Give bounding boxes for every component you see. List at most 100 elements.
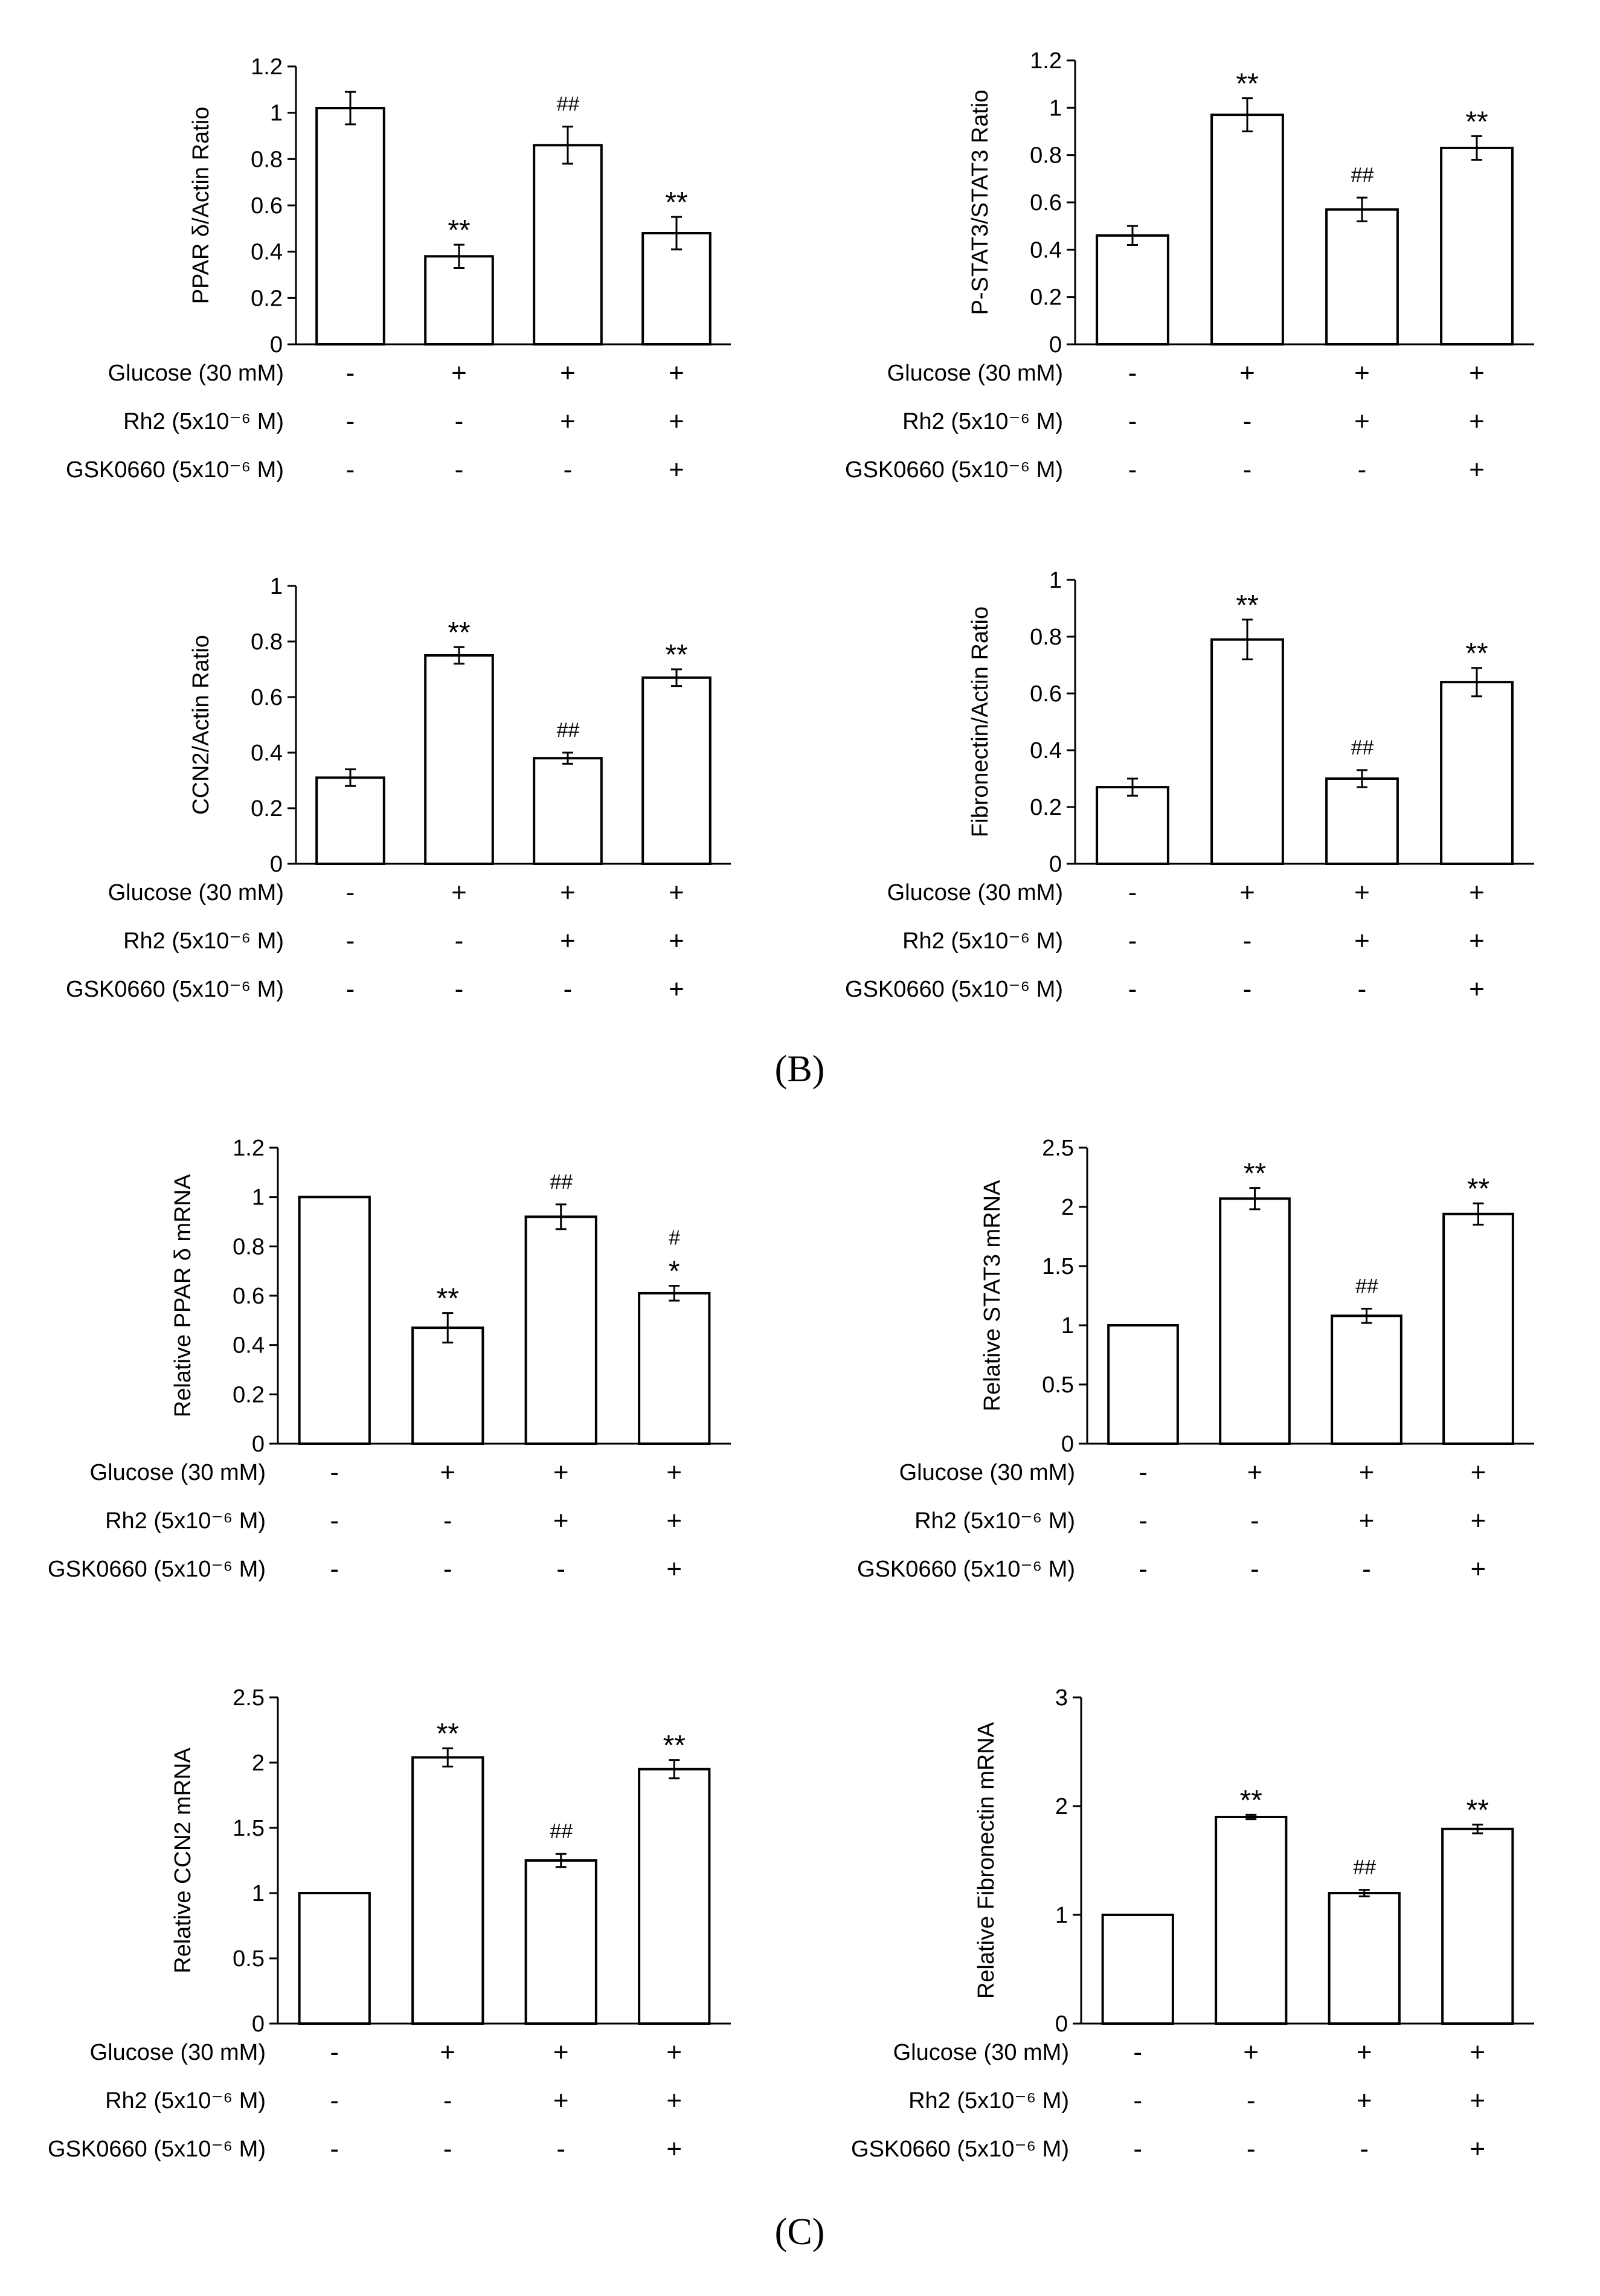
- bar: [641, 676, 712, 866]
- y-tick-label: 1: [1061, 1313, 1074, 1339]
- condition-sign: +: [1470, 2037, 1485, 2067]
- condition-sign: +: [1471, 1506, 1486, 1535]
- condition-sign: -: [556, 1554, 565, 1584]
- condition-sign: -: [1128, 407, 1137, 436]
- condition-label: Rh2 (5x10⁻⁶ M): [914, 1508, 1075, 1534]
- condition-sign: -: [1128, 455, 1137, 484]
- condition-sign: +: [669, 358, 684, 388]
- condition-sign: +: [1354, 926, 1370, 956]
- y-tick-label: 2: [1055, 1794, 1068, 1819]
- condition-label: GSK0660 (5x10⁻⁶ M): [48, 2137, 266, 2162]
- condition-sign: +: [666, 2134, 682, 2164]
- condition-sign: +: [1359, 1506, 1375, 1535]
- condition-sign: +: [553, 2086, 569, 2115]
- significance-star: **: [1240, 1784, 1262, 1816]
- y-tick-label: 0: [252, 1432, 265, 1457]
- condition-sign: +: [1469, 974, 1485, 1004]
- condition-label: Rh2 (5x10⁻⁶ M): [105, 1508, 266, 1534]
- condition-sign: -: [1133, 2134, 1142, 2164]
- condition-sign: -: [346, 455, 355, 484]
- condition-sign: +: [560, 407, 576, 436]
- bar: [298, 1892, 371, 2025]
- condition-sign: +: [1239, 358, 1255, 388]
- condition-sign: +: [1247, 1458, 1263, 1487]
- significance-hash: ##: [1351, 164, 1374, 187]
- y-axis-label: Relative STAT3 mRNA: [980, 1180, 1005, 1412]
- condition-label: Glucose (30 mM): [887, 880, 1063, 905]
- condition-sign: +: [560, 358, 576, 388]
- significance-star: *: [669, 1256, 680, 1288]
- condition-sign: +: [1239, 878, 1255, 907]
- condition-sign: -: [564, 455, 573, 484]
- condition-sign: +: [666, 2037, 682, 2067]
- y-tick-label: 0.6: [1030, 681, 1062, 707]
- significance-star: **: [448, 617, 470, 649]
- y-tick-label: 1.2: [1030, 48, 1062, 74]
- y-tick-label: 0: [1061, 1432, 1074, 1457]
- condition-sign: -: [443, 1506, 452, 1535]
- condition-sign: -: [556, 2134, 565, 2164]
- condition-sign: +: [1357, 2037, 1372, 2067]
- condition-label: Rh2 (5x10⁻⁶ M): [123, 409, 284, 434]
- bar: [424, 255, 494, 346]
- condition-label: Glucose (30 mM): [887, 361, 1063, 386]
- y-tick-label: 0.6: [233, 1284, 265, 1309]
- condition-sign: -: [1133, 2037, 1142, 2067]
- y-tick-label: 0.4: [251, 741, 283, 766]
- condition-sign: +: [669, 455, 684, 484]
- y-tick-label: 0.5: [233, 1946, 265, 1972]
- condition-label: Rh2 (5x10⁻⁶ M): [123, 928, 284, 954]
- condition-sign: +: [666, 1458, 682, 1487]
- bar: [1440, 146, 1514, 346]
- significance-hash: ##: [550, 1171, 573, 1194]
- condition-sign: -: [1362, 1554, 1371, 1584]
- y-tick-label: 0.4: [233, 1333, 265, 1359]
- condition-label: GSK0660 (5x10⁻⁶ M): [66, 457, 284, 483]
- y-tick-label: 0.2: [1030, 285, 1062, 310]
- y-tick-label: 0: [1055, 2011, 1068, 2037]
- y-tick-label: 1: [1049, 95, 1062, 121]
- significance-hash: ##: [556, 93, 580, 116]
- bar: [638, 1767, 711, 2025]
- condition-sign: +: [1354, 878, 1370, 907]
- condition-sign: -: [330, 2134, 339, 2164]
- bar: [411, 1326, 484, 1445]
- y-tick-label: 0.8: [251, 629, 283, 655]
- y-tick-label: 0.6: [1030, 190, 1062, 216]
- condition-sign: -: [455, 455, 464, 484]
- y-tick-label: 1: [1049, 568, 1062, 593]
- condition-sign: +: [451, 358, 467, 388]
- condition-sign: -: [1243, 926, 1252, 956]
- condition-sign: -: [455, 974, 464, 1004]
- condition-sign: +: [1469, 358, 1485, 388]
- condition-sign: +: [451, 878, 467, 907]
- condition-sign: +: [1354, 407, 1370, 436]
- y-tick-label: 0.4: [251, 240, 283, 265]
- bar: [298, 1195, 371, 1445]
- bar: [1101, 1914, 1174, 2025]
- y-tick-label: 1: [252, 1881, 265, 1906]
- condition-sign: +: [669, 407, 684, 436]
- condition-sign: -: [1360, 2134, 1369, 2164]
- chart-pstat3-stat3: 0 0.2 0.4 0.6 0.8 1 1.2 P-STAT3/STAT3 Ratio ** ##…: [845, 48, 1534, 484]
- y-axis-label: Relative CCN2 mRNA: [170, 1747, 196, 1973]
- significance-hash: ##: [1351, 736, 1374, 759]
- condition-sign: -: [1133, 2086, 1142, 2115]
- condition-sign: -: [330, 2037, 339, 2067]
- condition-sign: +: [553, 2037, 569, 2067]
- y-tick-label: 0.5: [1042, 1372, 1074, 1398]
- significance-star: **: [1236, 68, 1258, 100]
- condition-label: GSK0660 (5x10⁻⁶ M): [857, 1557, 1075, 1582]
- y-tick-label: 0.2: [251, 286, 283, 311]
- condition-sign: +: [1357, 2086, 1372, 2115]
- condition-sign: -: [455, 926, 464, 956]
- condition-sign: +: [1471, 1458, 1486, 1487]
- condition-sign: +: [440, 2037, 455, 2067]
- condition-sign: -: [1250, 1554, 1259, 1584]
- condition-sign: -: [1247, 2086, 1256, 2115]
- condition-label: Glucose (30 mM): [108, 361, 284, 386]
- condition-label: Rh2 (5x10⁻⁶ M): [902, 928, 1063, 954]
- condition-label: Glucose (30 mM): [893, 2040, 1069, 2065]
- y-tick-label: 0.8: [1030, 143, 1062, 169]
- y-tick-label: 0.2: [251, 796, 283, 822]
